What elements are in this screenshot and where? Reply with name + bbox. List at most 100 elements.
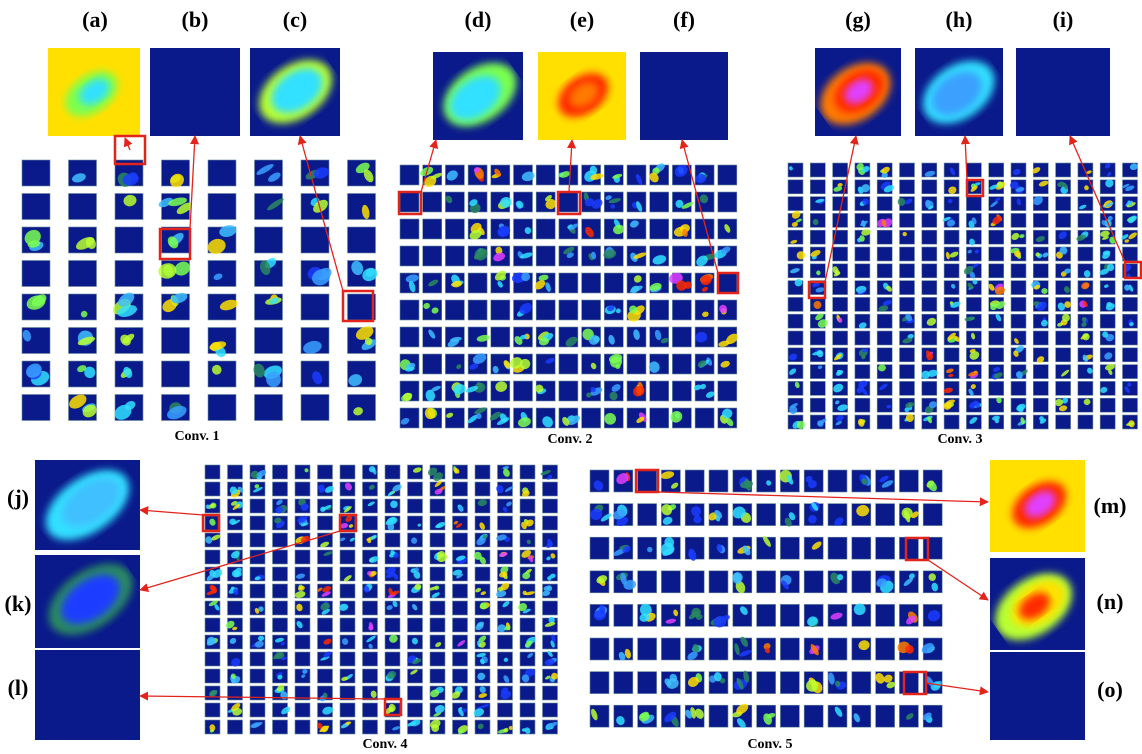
arrow xyxy=(965,136,967,180)
map-tile xyxy=(1100,281,1115,295)
map-tile xyxy=(423,354,442,374)
map-tile xyxy=(718,165,737,185)
map-tile xyxy=(318,516,333,530)
map-tile xyxy=(757,604,776,626)
map-tile xyxy=(852,571,871,593)
map-tile xyxy=(205,669,220,683)
map-tile xyxy=(423,192,442,212)
map-tile xyxy=(1078,213,1093,227)
map-tile xyxy=(255,227,283,253)
map-tile xyxy=(491,327,510,347)
map-tile xyxy=(900,247,915,261)
map-tile xyxy=(1100,415,1115,429)
map-tile xyxy=(685,571,704,593)
map-tile xyxy=(899,672,918,694)
map-tile xyxy=(498,635,513,649)
zoom-map xyxy=(150,48,240,136)
map-tile xyxy=(852,537,871,559)
map-tile xyxy=(1011,381,1026,395)
map-tile xyxy=(430,601,445,615)
map-tile xyxy=(877,314,892,328)
map-tile xyxy=(1033,331,1048,345)
map-tile xyxy=(900,365,915,379)
map-tile xyxy=(255,395,283,421)
map-tile xyxy=(899,470,918,492)
map-tile xyxy=(709,571,728,593)
map-tile xyxy=(876,604,895,626)
map-tile xyxy=(876,705,895,727)
map-tile xyxy=(543,703,558,717)
map-tile xyxy=(273,533,288,547)
map-tile xyxy=(828,638,847,660)
map-tile xyxy=(650,192,669,212)
map-tile xyxy=(543,516,558,530)
map-tile xyxy=(385,652,400,666)
map-tile xyxy=(1033,365,1048,379)
map-tile xyxy=(780,604,799,626)
map-tile xyxy=(228,686,243,700)
map-tile xyxy=(672,381,691,401)
map-tile xyxy=(810,163,825,177)
map-tile xyxy=(923,504,942,526)
map-tile xyxy=(559,354,578,374)
panel-label: (d) xyxy=(465,7,492,32)
map-tile xyxy=(273,567,288,581)
zoom-map xyxy=(1016,48,1110,136)
map-tile xyxy=(1056,348,1071,362)
map-tile xyxy=(445,246,464,266)
map-tile xyxy=(295,465,310,479)
layer-caption: Conv. 5 xyxy=(747,737,792,752)
layer-caption: Conv. 2 xyxy=(547,432,592,447)
map-tile xyxy=(695,300,714,320)
map-tile xyxy=(400,219,419,239)
map-tile xyxy=(989,264,1004,278)
map-tile xyxy=(661,638,680,660)
map-tile xyxy=(408,686,423,700)
map-tile xyxy=(348,227,376,253)
map-tile xyxy=(520,686,535,700)
map-tile xyxy=(520,584,535,598)
map-tile xyxy=(453,584,468,598)
map-tile xyxy=(638,672,657,694)
map-tile xyxy=(543,686,558,700)
map-tile xyxy=(877,264,892,278)
map-tile xyxy=(340,652,355,666)
map-tile xyxy=(900,348,915,362)
panel-label: (h) xyxy=(946,7,973,32)
map-tile xyxy=(559,192,578,212)
map-tile xyxy=(757,571,776,593)
map-tile xyxy=(900,180,915,194)
map-tile xyxy=(250,618,265,632)
panel-label: (e) xyxy=(570,7,594,32)
map-tile xyxy=(453,652,468,666)
map-tile xyxy=(430,652,445,666)
map-tile xyxy=(1123,348,1138,362)
map-tile xyxy=(944,197,959,211)
layer-caption: Conv. 4 xyxy=(362,737,407,752)
map-tile xyxy=(69,261,97,287)
map-tile xyxy=(650,408,669,428)
map-tile xyxy=(475,465,490,479)
map-tile xyxy=(543,499,558,513)
map-tile xyxy=(273,550,288,564)
map-tile xyxy=(590,638,609,660)
map-tile xyxy=(295,635,310,649)
map-tile xyxy=(923,537,942,559)
map-tile xyxy=(1123,297,1138,311)
map-tile xyxy=(208,261,236,287)
map-tile xyxy=(989,331,1004,345)
map-tile xyxy=(453,533,468,547)
panel-label: (m) xyxy=(1094,493,1127,518)
map-tile xyxy=(638,638,657,660)
map-tile xyxy=(1123,398,1138,412)
map-tile xyxy=(1100,398,1115,412)
map-tile xyxy=(852,672,871,694)
map-tile xyxy=(363,720,378,734)
map-tile xyxy=(877,381,892,395)
map-tile xyxy=(340,465,355,479)
map-tile xyxy=(208,160,236,186)
map-tile xyxy=(520,465,535,479)
map-tile xyxy=(536,246,555,266)
map-tile xyxy=(255,194,283,220)
map-tile xyxy=(348,395,376,421)
